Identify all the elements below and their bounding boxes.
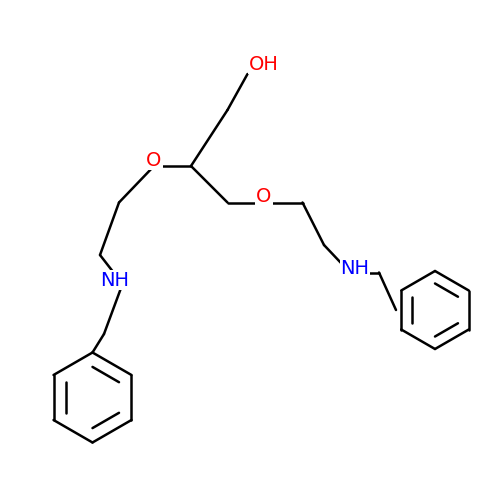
Text: NH: NH xyxy=(100,270,130,289)
Text: OH: OH xyxy=(249,54,279,74)
Text: NH: NH xyxy=(100,270,130,289)
Text: NH: NH xyxy=(340,259,370,278)
Text: O: O xyxy=(256,187,272,206)
Text: OH: OH xyxy=(249,54,279,74)
Text: O: O xyxy=(256,187,272,206)
Text: NH: NH xyxy=(340,259,370,278)
Text: O: O xyxy=(146,150,162,170)
Text: O: O xyxy=(146,150,162,170)
